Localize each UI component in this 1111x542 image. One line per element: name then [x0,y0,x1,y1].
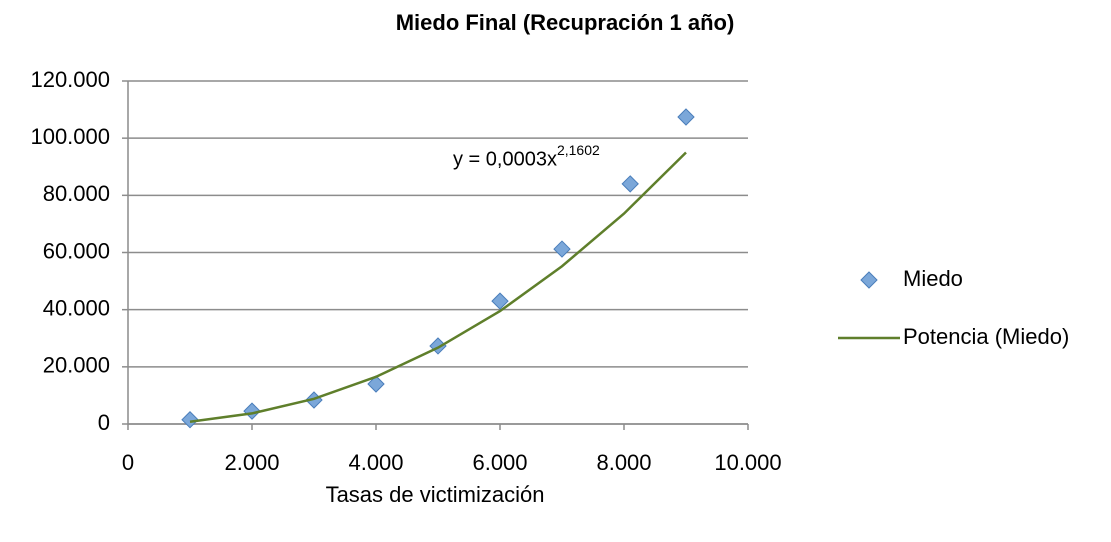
legend-label: Potencia (Miedo) [903,324,1069,349]
x-tick-label: 8.000 [596,450,651,475]
trendline-equation: y = 0,0003x2,1602 [453,142,600,171]
x-tick-label: 4.000 [348,450,403,475]
x-tick-label: 10.000 [714,450,781,475]
x-tick-label: 6.000 [472,450,527,475]
point [367,375,385,393]
y-tick-label: 80.000 [43,181,110,206]
equation: y = 0,0003x2,1602 [453,142,600,171]
y-tick-label: 100.000 [30,124,110,149]
legend-marker [860,271,878,289]
point [491,292,509,310]
y-tick-label: 120.000 [30,67,110,92]
x-tick-label: 2.000 [224,450,279,475]
point [553,240,571,258]
chart-title: Miedo Final (Recupración 1 año) [396,10,735,35]
equation-exponent: 2,1602 [557,142,600,158]
y-tick-label: 40.000 [43,295,110,320]
point [243,402,261,420]
point [621,175,639,193]
point [677,108,695,126]
x-tick-label: 0 [122,450,134,475]
y-tick-label: 0 [98,410,110,435]
y-tick-label: 60.000 [43,238,110,263]
legend-label: Miedo [903,266,963,291]
y-tick-label: 20.000 [43,353,110,378]
trendline [189,151,687,423]
x-axis-title: Tasas de victimización [326,482,545,507]
point [181,411,199,429]
